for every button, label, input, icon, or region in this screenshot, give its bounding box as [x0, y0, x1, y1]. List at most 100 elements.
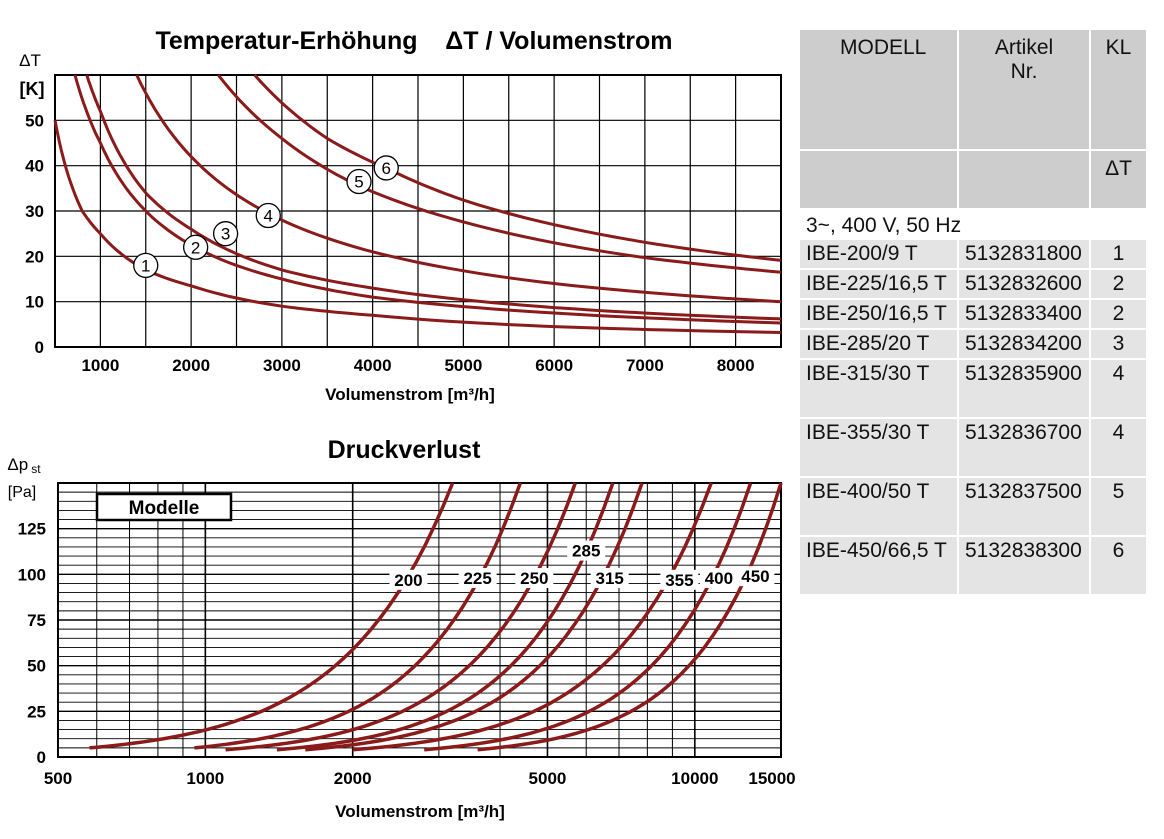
x-tick-label: 500: [44, 769, 72, 788]
curve-label-6: 6: [382, 159, 391, 178]
temp-ylabel-symbol: ΔT: [19, 51, 41, 70]
curve-label-1: 1: [141, 256, 150, 275]
curve-label-bg: [567, 540, 606, 561]
curve-1: [53, 120, 782, 334]
table-row: IBE-285/20 T 5132834200 3: [800, 330, 1146, 360]
curve-label-circle: [373, 155, 399, 181]
curve-label-285: 285: [572, 542, 600, 561]
curve-label-bg: [699, 567, 738, 588]
pressure-ylabel-symbol: Δp st: [7, 455, 41, 476]
model-table: MODELL Artikel Nr. KL ΔT 3~, 400 V, 50 Hz…: [800, 30, 1146, 596]
y-tick-label: 125: [18, 520, 46, 539]
cell-kl: 1: [1091, 240, 1146, 270]
cell-kl: 2: [1091, 270, 1146, 300]
cell-artikel: 5132832600: [959, 270, 1091, 300]
cell-modell: IBE-250/16,5 T: [800, 300, 959, 330]
curve-250: [225, 482, 577, 752]
cell-kl: 6: [1091, 537, 1146, 596]
temp-chart-ticks: 0 10 20 30 40 50 1000 2000 3000 4000 5000 6000 7000 8…: [25, 111, 754, 375]
cell-artikel: 5132835900: [959, 360, 1091, 419]
pressure-ylabel-unit: [Pa]: [8, 484, 36, 501]
cell-artikel: 5132838300: [959, 537, 1091, 596]
cell-kl: 2: [1091, 300, 1146, 330]
temp-chart-curves: [53, 73, 782, 334]
cell-artikel: 5132836700: [959, 419, 1091, 478]
legend-box: Modelle: [95, 492, 233, 522]
pressure-xlabel: Volumenstrom [m³/h]: [335, 802, 505, 821]
plot-frame: [57, 482, 782, 758]
curve-label-bg: [389, 569, 428, 590]
cell-kl: 5: [1091, 478, 1146, 537]
pressure-chart-curve-labels: 200 225 250 285 315 355 400 450: [389, 540, 775, 590]
curve-label-4: 4: [264, 207, 273, 226]
curve-450: [477, 482, 783, 752]
curve-label-bg: [590, 567, 629, 588]
header-artikel-line1: Artikel: [994, 36, 1054, 59]
cell-modell: IBE-400/50 T: [800, 478, 959, 537]
cell-artikel: 5132833400: [959, 300, 1091, 330]
pressure-chart-ticks: 0 25 50 75 100 125 500 1000 2000 5000 10000 15000: [18, 520, 796, 788]
table-row: IBE-225/16,5 T 5132832600 2: [800, 270, 1146, 300]
curve-label-2: 2: [191, 238, 200, 257]
pressure-chart-curves: [89, 482, 783, 752]
curve-400: [424, 482, 753, 752]
curve-225: [194, 482, 522, 750]
table-row: IBE-450/66,5 T 5132838300 6: [800, 537, 1146, 596]
temp-ylabel-unit: [K]: [20, 79, 45, 99]
cell-modell: IBE-225/16,5 T: [800, 270, 959, 300]
cell-kl: 3: [1091, 330, 1146, 360]
cell-modell: IBE-450/66,5 T: [800, 537, 959, 596]
header-artikel-line2: Nr.: [1010, 60, 1038, 83]
pressure-chart-title: Druckverlust: [328, 436, 482, 464]
x-tick-label: 7000: [626, 356, 664, 375]
x-tick-label: 4000: [354, 356, 392, 375]
table-group-label: 3~, 400 V, 50 Hz: [800, 210, 1146, 240]
x-tick-label: 2000: [334, 769, 372, 788]
curve-label-315: 315: [595, 569, 623, 588]
y-tick-label: 0: [37, 748, 46, 767]
curve-label-200: 200: [394, 571, 422, 590]
x-tick-label: 5000: [444, 356, 482, 375]
temp-chart-title: Temperatur-Erhöhung ΔT / Volumenstrom: [155, 27, 672, 55]
cell-modell: IBE-285/20 T: [800, 330, 959, 360]
y-tick-label: 100: [18, 565, 46, 584]
cell-kl: 4: [1091, 360, 1146, 419]
curve-label-3: 3: [221, 225, 230, 244]
x-tick-label: 1000: [81, 356, 119, 375]
curve-3: [85, 74, 782, 321]
x-tick-label: 1000: [186, 769, 224, 788]
curve-label-circle: [133, 252, 159, 279]
temp-chart-grid: [54, 74, 782, 348]
curve-label-400: 400: [705, 569, 733, 588]
y-tick-label: 75: [27, 611, 46, 630]
curve-label-circle: [183, 234, 209, 260]
table-row: IBE-200/9 T 5132831800 1: [800, 240, 1146, 270]
header-kl: KL: [1091, 30, 1146, 151]
curve-label-bg: [458, 567, 497, 588]
y-tick-label: 50: [27, 657, 46, 676]
curve-285: [276, 482, 615, 752]
x-tick-label: 2000: [172, 356, 210, 375]
table-body: IBE-200/9 T 5132831800 1 IBE-225/16,5 T 5132…: [800, 240, 1146, 596]
curve-315: [305, 482, 644, 752]
x-tick-label: 8000: [717, 356, 755, 375]
header-empty-2: [959, 151, 1091, 210]
header-modell: MODELL: [800, 30, 959, 151]
curve-5: [217, 74, 782, 274]
y-tick-label: 50: [25, 111, 44, 130]
y-tick-label: 40: [25, 157, 44, 176]
y-tick-label: 10: [25, 293, 44, 312]
y-tick-label: 0: [35, 338, 44, 357]
curve-label-circle: [212, 221, 239, 247]
cell-modell: IBE-315/30 T: [800, 360, 959, 419]
curve-label-450: 450: [741, 567, 769, 586]
cell-artikel: 5132837500: [959, 478, 1091, 537]
cell-artikel: 5132834200: [959, 330, 1091, 360]
curve-label-circle: [346, 168, 372, 195]
temp-xlabel: Volumenstrom [m³/h]: [325, 385, 495, 404]
pressure-chart-grid: [57, 482, 782, 758]
x-tick-label: 5000: [529, 769, 567, 788]
charts-canvas: Temperatur-Erhöhung ΔT / Volumenstrom ΔT…: [7, 27, 796, 821]
y-tick-label: 25: [27, 702, 46, 721]
curve-6: [253, 73, 782, 262]
